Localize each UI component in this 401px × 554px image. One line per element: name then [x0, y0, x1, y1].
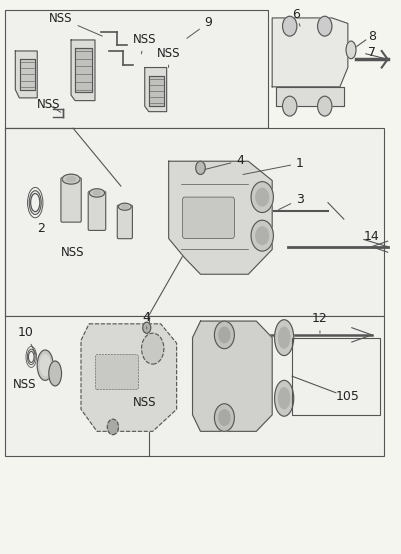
FancyBboxPatch shape: [5, 9, 268, 128]
Polygon shape: [20, 59, 35, 90]
Polygon shape: [149, 76, 164, 106]
Circle shape: [251, 220, 273, 251]
Ellipse shape: [275, 381, 294, 416]
Text: 12: 12: [312, 312, 328, 333]
Ellipse shape: [122, 205, 128, 208]
Polygon shape: [75, 48, 92, 93]
Ellipse shape: [118, 203, 131, 211]
Text: 7: 7: [368, 45, 376, 59]
Circle shape: [283, 16, 297, 36]
Text: 10: 10: [17, 326, 36, 355]
Circle shape: [215, 404, 234, 432]
FancyBboxPatch shape: [61, 177, 81, 222]
Circle shape: [256, 227, 269, 244]
Circle shape: [107, 419, 118, 435]
Text: 9: 9: [187, 16, 213, 38]
Polygon shape: [276, 87, 344, 106]
Text: 4: 4: [205, 154, 244, 170]
Text: NSS: NSS: [49, 12, 102, 36]
Circle shape: [318, 16, 332, 36]
Polygon shape: [272, 18, 348, 87]
Text: 105: 105: [336, 389, 360, 403]
Polygon shape: [192, 321, 272, 432]
Text: 14: 14: [364, 230, 379, 243]
FancyBboxPatch shape: [88, 191, 106, 230]
Ellipse shape: [93, 191, 101, 195]
Polygon shape: [15, 51, 37, 98]
Polygon shape: [81, 324, 176, 432]
FancyBboxPatch shape: [182, 197, 234, 238]
Text: 2: 2: [37, 222, 45, 235]
Ellipse shape: [40, 355, 50, 376]
Circle shape: [142, 333, 164, 364]
Text: NSS: NSS: [133, 396, 156, 409]
Ellipse shape: [279, 388, 290, 409]
Circle shape: [256, 188, 269, 206]
Polygon shape: [145, 68, 167, 112]
Text: 6: 6: [292, 8, 300, 26]
Ellipse shape: [89, 189, 105, 197]
Polygon shape: [169, 161, 272, 274]
Ellipse shape: [37, 350, 53, 381]
Text: 3: 3: [279, 193, 304, 209]
Circle shape: [215, 321, 234, 348]
Ellipse shape: [275, 320, 294, 356]
Circle shape: [143, 322, 151, 333]
Ellipse shape: [346, 41, 356, 59]
Text: 1: 1: [243, 157, 304, 175]
Text: NSS: NSS: [37, 98, 61, 112]
Circle shape: [219, 327, 230, 342]
FancyBboxPatch shape: [5, 316, 384, 456]
Text: 8: 8: [368, 29, 376, 43]
Circle shape: [219, 410, 230, 425]
Circle shape: [283, 96, 297, 116]
Text: 4: 4: [143, 311, 151, 329]
Polygon shape: [71, 40, 95, 101]
Circle shape: [251, 182, 273, 213]
Circle shape: [318, 96, 332, 116]
Ellipse shape: [62, 174, 80, 184]
Text: NSS: NSS: [133, 33, 156, 54]
FancyBboxPatch shape: [5, 128, 384, 316]
Ellipse shape: [279, 327, 290, 348]
FancyBboxPatch shape: [117, 205, 132, 239]
Text: NSS: NSS: [157, 47, 180, 68]
Text: NSS: NSS: [13, 378, 37, 391]
Text: NSS: NSS: [61, 245, 85, 259]
Ellipse shape: [67, 177, 75, 182]
FancyBboxPatch shape: [95, 355, 138, 389]
Ellipse shape: [49, 361, 61, 386]
Circle shape: [196, 161, 205, 175]
